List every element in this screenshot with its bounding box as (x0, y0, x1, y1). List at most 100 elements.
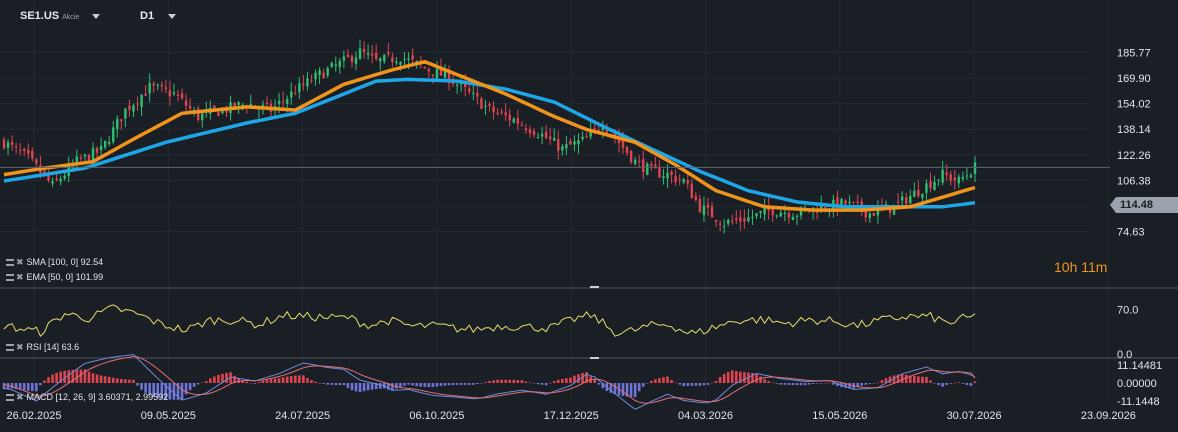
macd-histogram-bar (694, 383, 698, 386)
macd-histogram-bar (880, 380, 884, 383)
candle-body (395, 61, 398, 64)
time-axis-label: 09.05.2025 (141, 410, 196, 422)
candle-body (330, 62, 333, 67)
macd-histogram-bar (666, 376, 669, 383)
candle-body (900, 196, 904, 201)
timeframe-dropdown-icon[interactable] (168, 14, 176, 19)
candle-body (961, 177, 965, 180)
candle-body (423, 67, 426, 69)
price-axis[interactable]: 185.77169.90154.02138.14122.26106.3890.5… (1117, 47, 1162, 408)
close-icon[interactable]: ✖ (16, 272, 24, 282)
macd-histogram-bar (710, 382, 714, 384)
settings-icon[interactable] (6, 344, 14, 352)
timeframe-selector[interactable]: D1 (140, 10, 154, 22)
candle-body (354, 57, 358, 64)
candle-body (468, 88, 471, 92)
candle-body (905, 197, 908, 204)
macd-histogram-bar (289, 375, 293, 383)
macd-histogram-bar (172, 383, 176, 400)
close-icon[interactable]: ✖ (16, 342, 24, 352)
macd-indicator-label[interactable]: ✖ MACD [12, 26, 9] 3.60371, 2.99592 (6, 392, 168, 403)
macd-histogram-bar (621, 383, 625, 397)
time-axis[interactable]: 26.02.2025 09.05.2025 24.07.2025 06.10.2025… (6, 410, 1135, 422)
macd-histogram-bar (370, 383, 374, 390)
macd-histogram-bar (459, 383, 463, 385)
macd-histogram-bar (565, 378, 568, 383)
candle-body (107, 141, 111, 144)
macd-histogram-bar (306, 378, 309, 383)
candle-body (217, 112, 220, 117)
candle-body (682, 179, 685, 183)
candle-body (322, 72, 325, 79)
candle-body (103, 140, 107, 148)
settings-icon[interactable] (6, 274, 14, 282)
macd-histogram-bar (641, 383, 645, 387)
candle-body (957, 176, 961, 184)
close-icon[interactable]: ✖ (16, 392, 24, 402)
settings-icon[interactable] (6, 394, 14, 402)
candle-body (929, 181, 932, 189)
candle-body (6, 142, 10, 148)
macd-histogram-bar (787, 383, 791, 385)
candle-body (237, 102, 240, 105)
timeframe-label: D1 (140, 10, 155, 22)
macd-histogram-bar (913, 375, 916, 383)
ema-indicator-label[interactable]: ✖ EMA [50, 0] 101.99 (6, 272, 103, 283)
candle-body (840, 199, 843, 208)
candle-body (375, 52, 378, 60)
time-axis-label: 17.12.2025 (544, 410, 599, 422)
macd-axis-label: -11.1448 (1117, 396, 1160, 408)
candle-body (362, 48, 366, 53)
close-icon[interactable]: ✖ (16, 257, 24, 267)
candle-body (443, 70, 447, 78)
macd-histogram-bar (807, 383, 811, 385)
candle-body (415, 60, 418, 62)
candle-countdown-timer: 10h 11m (1054, 259, 1108, 275)
panel-separators[interactable] (0, 286, 1178, 359)
time-axis-label: 15.05.2026 (812, 410, 867, 422)
symbol-selector[interactable]: SE1.US Akcie (20, 10, 79, 22)
candle-body (31, 150, 34, 159)
rsi-indicator-text: RSI [14] 63.6 (26, 342, 80, 352)
candle-body (581, 136, 584, 140)
candle-body (43, 170, 46, 175)
macd-histogram-bar (698, 383, 702, 386)
macd-histogram-bar (378, 383, 382, 389)
macd-histogram-bar (209, 378, 212, 383)
macd-histogram-bar (91, 373, 95, 383)
rsi-axis-label: 70.0 (1117, 305, 1138, 317)
macd-histogram-bar (472, 383, 475, 385)
macd-histogram-bar (407, 383, 410, 385)
candle-body (160, 84, 163, 87)
macd-histogram-bar (423, 383, 427, 387)
candle-body (921, 193, 924, 198)
macd-histogram-bar (892, 375, 896, 383)
symbol-name: SE1.US (20, 10, 60, 22)
sma-indicator-label[interactable]: ✖ SMA [100, 0] 92.54 (6, 257, 103, 268)
macd-histogram-bar (225, 372, 228, 383)
macd-histogram-bar (755, 373, 758, 383)
macd-histogram-bar (103, 376, 107, 383)
macd-histogram-bar (819, 383, 823, 384)
candle-body (718, 223, 722, 225)
macd-histogram-bar (791, 383, 795, 385)
candle-body (75, 156, 79, 165)
rsi-indicator-label[interactable]: ✖ RSI [14] 63.6 (6, 342, 79, 353)
macd-histogram-bar (775, 383, 779, 384)
macd-histogram-bar (836, 383, 839, 387)
macd-histogram-bar (213, 376, 216, 383)
macd-histogram-bar (120, 378, 123, 383)
macd-histogram-bar (314, 381, 317, 383)
candle-body (116, 119, 119, 130)
candle-body (370, 53, 374, 56)
macd-histogram-bar (132, 379, 135, 383)
candle-body (298, 83, 301, 93)
macd-histogram-bar (929, 380, 932, 383)
macd-histogram-bar (658, 378, 661, 383)
candle-body (642, 158, 645, 173)
settings-icon[interactable] (6, 259, 14, 267)
candle-body (120, 119, 123, 122)
symbol-dropdown-icon[interactable] (92, 14, 100, 19)
candle-body (500, 111, 503, 113)
